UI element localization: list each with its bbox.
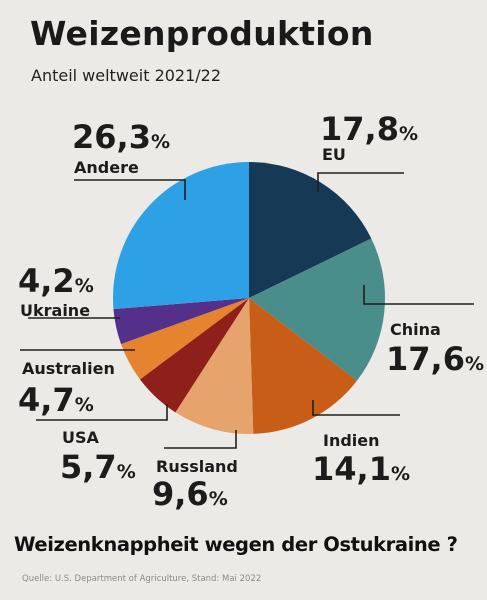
value-label-andere: 26,3% <box>72 118 170 156</box>
pie-slice-australien <box>121 298 249 380</box>
pie-slice-china <box>249 238 386 381</box>
value-label-russland: 9,6% <box>152 475 228 513</box>
leader-line-usa <box>36 404 168 421</box>
leader-line-indien <box>312 400 400 416</box>
category-label-ukraine: Ukraine <box>20 301 90 320</box>
value-label-eu: 17,8% <box>320 110 418 148</box>
slice-labels: 17,8%EU 17,6%China 14,1%Indien 9,6%Russland… <box>18 110 484 513</box>
category-label-china: China <box>390 320 441 339</box>
category-label-russland: Russland <box>156 457 238 476</box>
pie-slice-indien <box>249 298 357 434</box>
pie-slices <box>112 161 386 434</box>
category-label-indien: Indien <box>323 431 380 450</box>
pie-slice-ukraine <box>113 298 249 345</box>
leader-lines <box>20 172 474 449</box>
value-label-china: 17,6% <box>386 340 484 378</box>
category-label-usa: USA <box>62 428 100 447</box>
tagline: Weizenknappheit wegen der Ostukraine ? <box>14 533 458 556</box>
leader-line-russland <box>164 430 237 449</box>
value-label-ukraine: 4,2% <box>18 262 94 300</box>
pie-slice-russland <box>175 298 254 434</box>
category-label-eu: EU <box>322 145 346 164</box>
category-label-australien: Australien <box>22 359 115 378</box>
chart-subtitle: Anteil weltweit 2021/22 <box>31 66 222 85</box>
pie-slice-usa <box>139 298 249 413</box>
value-label-indien: 14,1% <box>312 450 410 488</box>
category-label-andere: Andere <box>74 158 139 177</box>
pie-slice-eu <box>249 162 372 298</box>
pie-slice-andere <box>112 161 249 310</box>
value-label-australien: 4,7% <box>18 381 94 419</box>
chart-title: Weizenproduktion <box>30 14 374 53</box>
source-note: Quelle: U.S. Department of Agriculture, … <box>22 574 262 584</box>
value-label-usa: 5,7% <box>60 448 136 486</box>
leader-line-eu <box>317 172 404 192</box>
leader-line-china <box>363 285 474 305</box>
leader-line-andere <box>74 179 186 200</box>
